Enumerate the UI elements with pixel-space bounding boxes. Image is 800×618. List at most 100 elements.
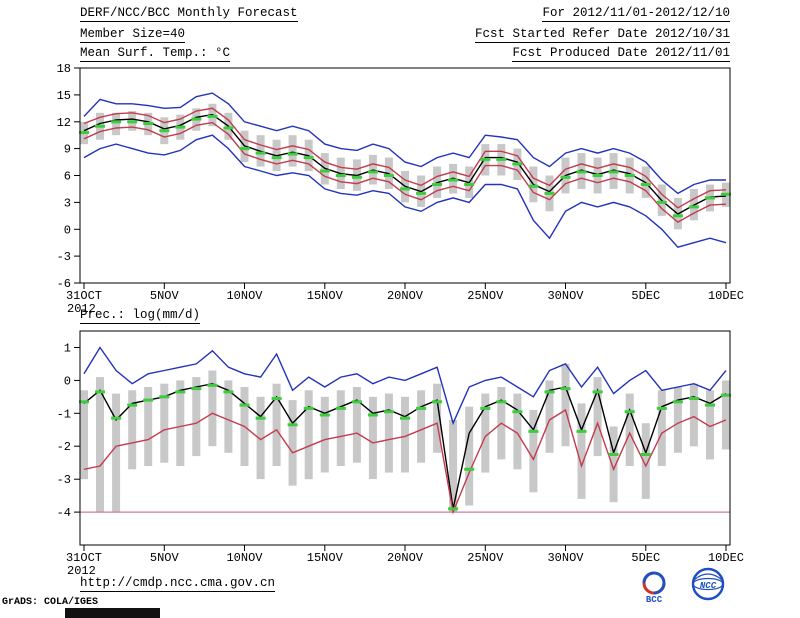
median-marker xyxy=(303,156,314,160)
ensemble-spread-bar xyxy=(433,383,442,453)
x-tick-label: 10DEC xyxy=(708,551,744,565)
lower-quartile-line xyxy=(83,121,727,223)
median-marker xyxy=(721,192,731,196)
median-marker xyxy=(528,429,539,433)
ensemble-spread-bar xyxy=(80,390,88,480)
ensemble-spread-bar xyxy=(513,393,522,470)
median-marker xyxy=(705,403,715,407)
median-marker xyxy=(175,390,186,394)
median-marker xyxy=(592,390,603,394)
y-tick-label: 0 xyxy=(64,374,71,388)
ensemble-min-line xyxy=(83,134,727,248)
ensemble-spread-bar xyxy=(176,380,185,466)
median-marker xyxy=(175,125,186,129)
ensemble-spread-bar xyxy=(368,396,377,480)
x-tick-label: 10NOV xyxy=(226,551,263,565)
ensemble-spread-bar xyxy=(128,390,137,470)
median-marker xyxy=(159,129,170,133)
ensemble-spread-bar xyxy=(304,390,313,480)
median-marker xyxy=(319,169,330,173)
median-marker xyxy=(79,131,89,134)
median-marker xyxy=(335,406,346,410)
ensemble-spread-bar xyxy=(689,383,698,447)
median-marker xyxy=(448,178,459,182)
median-marker xyxy=(464,183,475,186)
median-marker xyxy=(480,406,491,410)
median-marker xyxy=(111,120,122,124)
median-marker xyxy=(448,507,459,511)
ensemble-spread-bar xyxy=(577,403,586,499)
median-marker xyxy=(496,157,507,161)
median-marker xyxy=(111,416,122,420)
x-tick-label: 31OCT xyxy=(66,551,102,565)
x-tick-label: 5NOV xyxy=(150,289,180,303)
median-marker xyxy=(207,114,218,118)
median-marker xyxy=(672,214,683,218)
median-marker xyxy=(400,416,410,420)
median-marker xyxy=(367,170,378,174)
ensemble-spread-bar xyxy=(609,426,618,503)
x-year-label: 2012 xyxy=(67,302,96,316)
y-tick-label: 12 xyxy=(57,116,71,130)
x-tick-label: 31OCT xyxy=(66,289,102,303)
ncc-logo: NCC xyxy=(682,566,734,609)
ensemble-spread-bar xyxy=(160,383,169,463)
median-marker xyxy=(528,184,539,188)
y-tick-label: -1 xyxy=(57,407,71,421)
median-marker xyxy=(656,406,667,410)
x-tick-label: 20NOV xyxy=(387,289,424,303)
median-marker xyxy=(560,387,571,391)
y-tick-label: -6 xyxy=(57,277,71,291)
median-marker xyxy=(239,403,250,407)
y-tick-label: -2 xyxy=(57,440,71,454)
ensemble-spread-bar xyxy=(192,377,201,457)
median-marker xyxy=(576,429,587,433)
x-tick-label: 30NOV xyxy=(547,551,584,565)
median-marker xyxy=(223,390,234,394)
median-marker xyxy=(255,151,266,155)
median-marker xyxy=(688,397,699,400)
ensemble-spread-bar xyxy=(256,396,265,480)
website-url: http://cmdp.ncc.cma.gov.cn xyxy=(80,576,276,592)
median-marker xyxy=(383,410,394,414)
median-marker xyxy=(143,122,154,125)
median-marker xyxy=(560,175,571,179)
bcc-logo: BCC xyxy=(634,568,674,609)
ensemble-spread-bar xyxy=(593,377,602,457)
upper-quartile-line xyxy=(83,107,727,209)
median-marker xyxy=(432,400,443,404)
x-tick-label: 15NOV xyxy=(307,551,344,565)
ensemble-spread-bar xyxy=(529,410,538,493)
ensemble-spread-bar xyxy=(336,390,345,466)
ensemble-spread-bar xyxy=(449,419,458,513)
ensemble-spread-bar xyxy=(641,423,650,499)
median-marker xyxy=(351,400,362,404)
median-marker xyxy=(721,393,731,397)
refer-date-label: Fcst Started Refer Date 2012/10/31 xyxy=(474,27,730,43)
forecast-period-label: For 2012/11/01-2012/12/10 xyxy=(542,6,730,22)
y-tick-label: 1 xyxy=(64,342,71,356)
median-marker xyxy=(127,120,138,124)
median-marker xyxy=(496,400,507,404)
median-marker xyxy=(656,200,667,204)
ensemble-spread-bar xyxy=(481,393,490,473)
lower-quartile-line xyxy=(83,408,727,515)
median-marker xyxy=(255,416,266,420)
x-tick-label: 25NOV xyxy=(467,289,504,303)
median-marker xyxy=(143,398,154,402)
median-marker xyxy=(351,175,362,179)
median-marker xyxy=(640,183,651,186)
median-marker xyxy=(624,410,635,414)
median-marker xyxy=(95,390,105,394)
median-marker xyxy=(367,413,378,417)
median-marker xyxy=(271,397,282,400)
median-marker xyxy=(287,423,298,427)
median-marker xyxy=(576,170,587,174)
median-marker xyxy=(79,400,89,404)
x-tick-label: 10DEC xyxy=(708,289,744,303)
ensemble-spread-bar xyxy=(401,396,409,473)
ensemble-spread-bar xyxy=(384,393,393,473)
median-marker xyxy=(95,124,105,128)
